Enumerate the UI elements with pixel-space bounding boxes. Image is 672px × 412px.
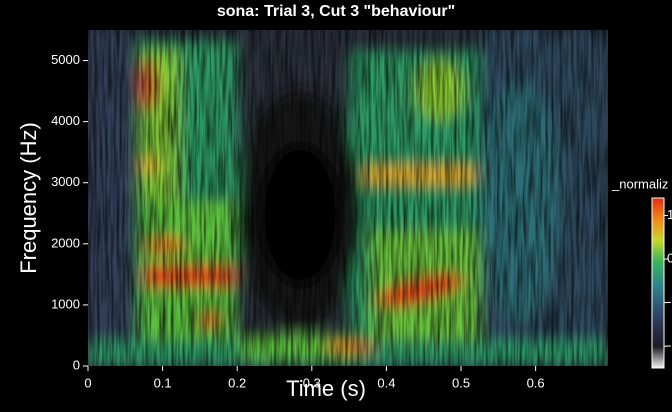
- x-tick-label: 0.4: [377, 375, 395, 390]
- colorbar-tick-label: 0: [667, 250, 672, 265]
- x-tick-label: 0: [84, 375, 91, 390]
- y-axis-label: Frequency (Hz): [16, 122, 41, 274]
- y-tick-label: 5000: [51, 52, 80, 67]
- x-tick-label: 0.5: [452, 375, 470, 390]
- y-tick-label: 4000: [51, 113, 80, 128]
- x-tick-label: 0.3: [303, 375, 321, 390]
- colorbar: [651, 197, 665, 369]
- spectrogram-image: [88, 30, 608, 366]
- x-tick-label: 0.6: [527, 375, 545, 390]
- y-tick-label: 1000: [51, 296, 80, 311]
- x-tick-label: 0.1: [154, 375, 172, 390]
- y-tick-label: 2000: [51, 235, 80, 250]
- colorbar-tick-label: -20: [667, 338, 672, 353]
- colorbar-tick-label: 10: [667, 207, 672, 222]
- colorbar-label: _normaliz: [611, 176, 668, 191]
- y-tick-label: 0: [73, 357, 80, 372]
- x-axis-label: Time (s): [286, 376, 366, 401]
- chart-title: sona: Trial 3, Cut 3 "behaviour": [217, 3, 455, 20]
- colorbar-tick-label: -10: [667, 294, 672, 309]
- y-tick-label: 3000: [51, 174, 80, 189]
- x-tick-label: 0.2: [228, 375, 246, 390]
